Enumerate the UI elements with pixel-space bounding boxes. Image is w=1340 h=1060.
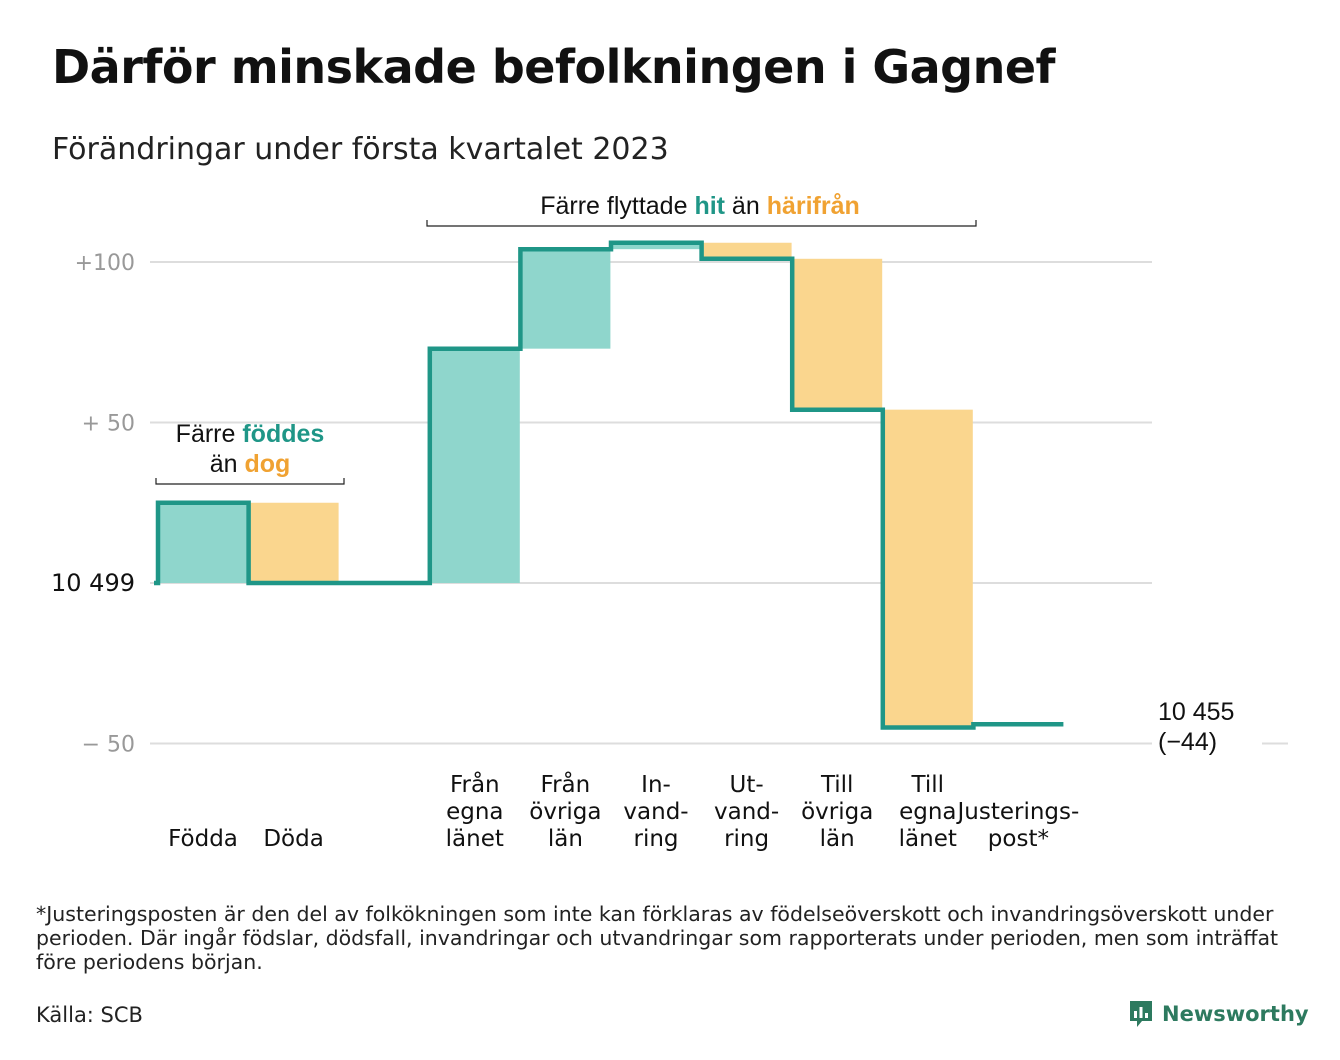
- annotation-bracket: [426, 220, 977, 227]
- x-tick-label: län: [820, 826, 855, 852]
- waterfall-bar: [248, 502, 339, 583]
- x-tick-label: Från: [541, 770, 591, 798]
- x-tick-label: Ut-: [730, 772, 764, 798]
- waterfall-bar: [611, 242, 701, 250]
- chart-title: Därför minskade befolkningen i Gagnef: [52, 40, 1056, 94]
- annotation-span: Färre: [176, 420, 243, 448]
- x-tick-label: Födda: [168, 826, 238, 852]
- brand-logo: Newsworthy: [1128, 998, 1309, 1030]
- newsworthy-logo-icon: [1130, 1001, 1152, 1027]
- x-tick-label: egna: [446, 799, 503, 825]
- x-tick-label: Från: [450, 770, 500, 798]
- gridlines: [150, 261, 1288, 745]
- x-tick-label: ring: [724, 826, 769, 852]
- bars: [158, 242, 973, 728]
- waterfall-bar: [520, 249, 611, 349]
- annotation-span: än: [210, 450, 245, 478]
- x-tick-label: län: [548, 826, 583, 852]
- source-label: Källa: SCB: [36, 1003, 143, 1027]
- end-value: 10 455: [1158, 698, 1234, 726]
- waterfall-bar: [429, 348, 520, 583]
- waterfall-bar: [882, 409, 973, 728]
- x-tick-label: länet: [899, 826, 957, 852]
- x-tick-label: övriga: [801, 799, 873, 825]
- end-value-label: 10 455(−44): [1158, 698, 1234, 756]
- x-axis-labels: Födda DödaFrånegnalänetFrånövrigalänIn-va…: [168, 770, 1079, 852]
- waterfall-bar: [701, 242, 792, 259]
- x-tick-label: ring: [633, 826, 678, 852]
- annotation-bracket: [155, 478, 345, 485]
- annotation-text: Färre flyttade hit än härifrån: [540, 192, 860, 220]
- annotation-span: härifrån: [767, 192, 860, 220]
- annotation-text: Färre föddes: [176, 420, 325, 448]
- x-tick-label: Döda: [263, 826, 323, 852]
- y-tick-label: 10 499: [51, 569, 135, 597]
- x-tick-label: In-: [641, 772, 671, 798]
- x-tick-label: egna: [899, 799, 956, 825]
- running-total-line: [154, 240, 1064, 730]
- y-axis-labels: +100 + 50 10 499 − 50: [51, 251, 135, 758]
- x-tick-label: post*: [988, 826, 1049, 852]
- y-tick-label: − 50: [82, 733, 135, 758]
- waterfall-bar: [158, 502, 248, 583]
- annotation-span: Färre flyttade: [540, 192, 694, 220]
- x-tick-label: vand-: [623, 799, 688, 825]
- end-change: (−44): [1158, 728, 1217, 756]
- annotation-span: dog: [244, 450, 290, 478]
- annotation-span: hit: [694, 192, 725, 220]
- running-total-path: [154, 240, 1064, 730]
- x-tick-label: Till: [820, 772, 854, 798]
- x-tick-label: vand-: [714, 799, 779, 825]
- y-tick-label: + 50: [82, 412, 135, 437]
- waterfall-bar: [792, 258, 883, 410]
- annotation-span: än: [725, 192, 767, 220]
- x-tick-label: Till: [911, 772, 945, 798]
- footnote: *Justeringsposten är den del av folkökni…: [36, 902, 1279, 974]
- chart-subtitle: Förändringar under första kvartalet 2023: [52, 132, 669, 167]
- y-tick-label: +100: [75, 251, 135, 276]
- x-tick-label: övriga: [529, 799, 601, 825]
- annotation-span: föddes: [242, 420, 324, 448]
- x-tick-label: Justerings-: [955, 799, 1079, 825]
- brand-name: Newsworthy: [1162, 1002, 1309, 1026]
- annotation-text: än dog: [210, 450, 291, 478]
- x-tick-label: länet: [446, 826, 504, 852]
